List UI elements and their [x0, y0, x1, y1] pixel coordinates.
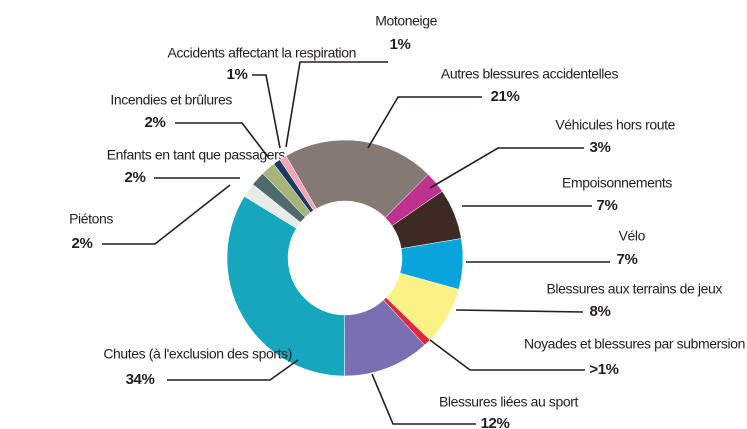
donut-segment [285, 139, 429, 218]
value-label: 7% [597, 197, 618, 214]
leader-line [367, 96, 482, 149]
value-label: 8% [590, 303, 611, 320]
segment-label: Chutes (à l'exclusion des sports) [103, 346, 292, 362]
value-label: 1% [390, 36, 411, 53]
value-label: 21% [491, 88, 520, 105]
leader-line [429, 339, 585, 371]
segment-label: Véhicules hors route [555, 117, 675, 133]
value-label: 3% [590, 139, 611, 156]
leader-line [429, 147, 584, 189]
leader-line [252, 74, 281, 149]
segment-label: Piétons [69, 211, 113, 227]
value-label: 2% [145, 114, 166, 131]
segment-label: Vélo [619, 228, 646, 244]
leader-line [167, 359, 299, 381]
segment-label: Empoisonnements [562, 175, 672, 191]
donut-segment [279, 155, 317, 211]
leader-line [371, 373, 476, 425]
value-label: 2% [72, 235, 93, 252]
donut-segment [226, 196, 345, 377]
leader-line [175, 122, 269, 158]
segment-label: Motoneige [375, 13, 437, 29]
segment-label: Blessures liées au sport [439, 394, 579, 410]
value-label: 7% [617, 251, 638, 268]
segment-label: Enfants en tant que passagers [107, 147, 286, 163]
value-label: 12% [481, 415, 510, 429]
segment-label: Noyades et blessures par submersion [524, 336, 745, 352]
leader-line [455, 309, 584, 313]
segment-label: Blessures aux terrains de jeux [546, 281, 722, 297]
value-label: 2% [125, 169, 146, 186]
value-label: 34% [126, 371, 155, 388]
value-label: >1% [589, 361, 618, 378]
segment-label: Autres blessures accidentelles [441, 66, 618, 82]
leader-line [102, 184, 231, 245]
segment-label: Accidents affectant la respiration [168, 45, 356, 61]
leader-line [285, 61, 388, 148]
value-label: 1% [227, 66, 248, 83]
segment-label: Incendies et brûlures [110, 92, 232, 108]
